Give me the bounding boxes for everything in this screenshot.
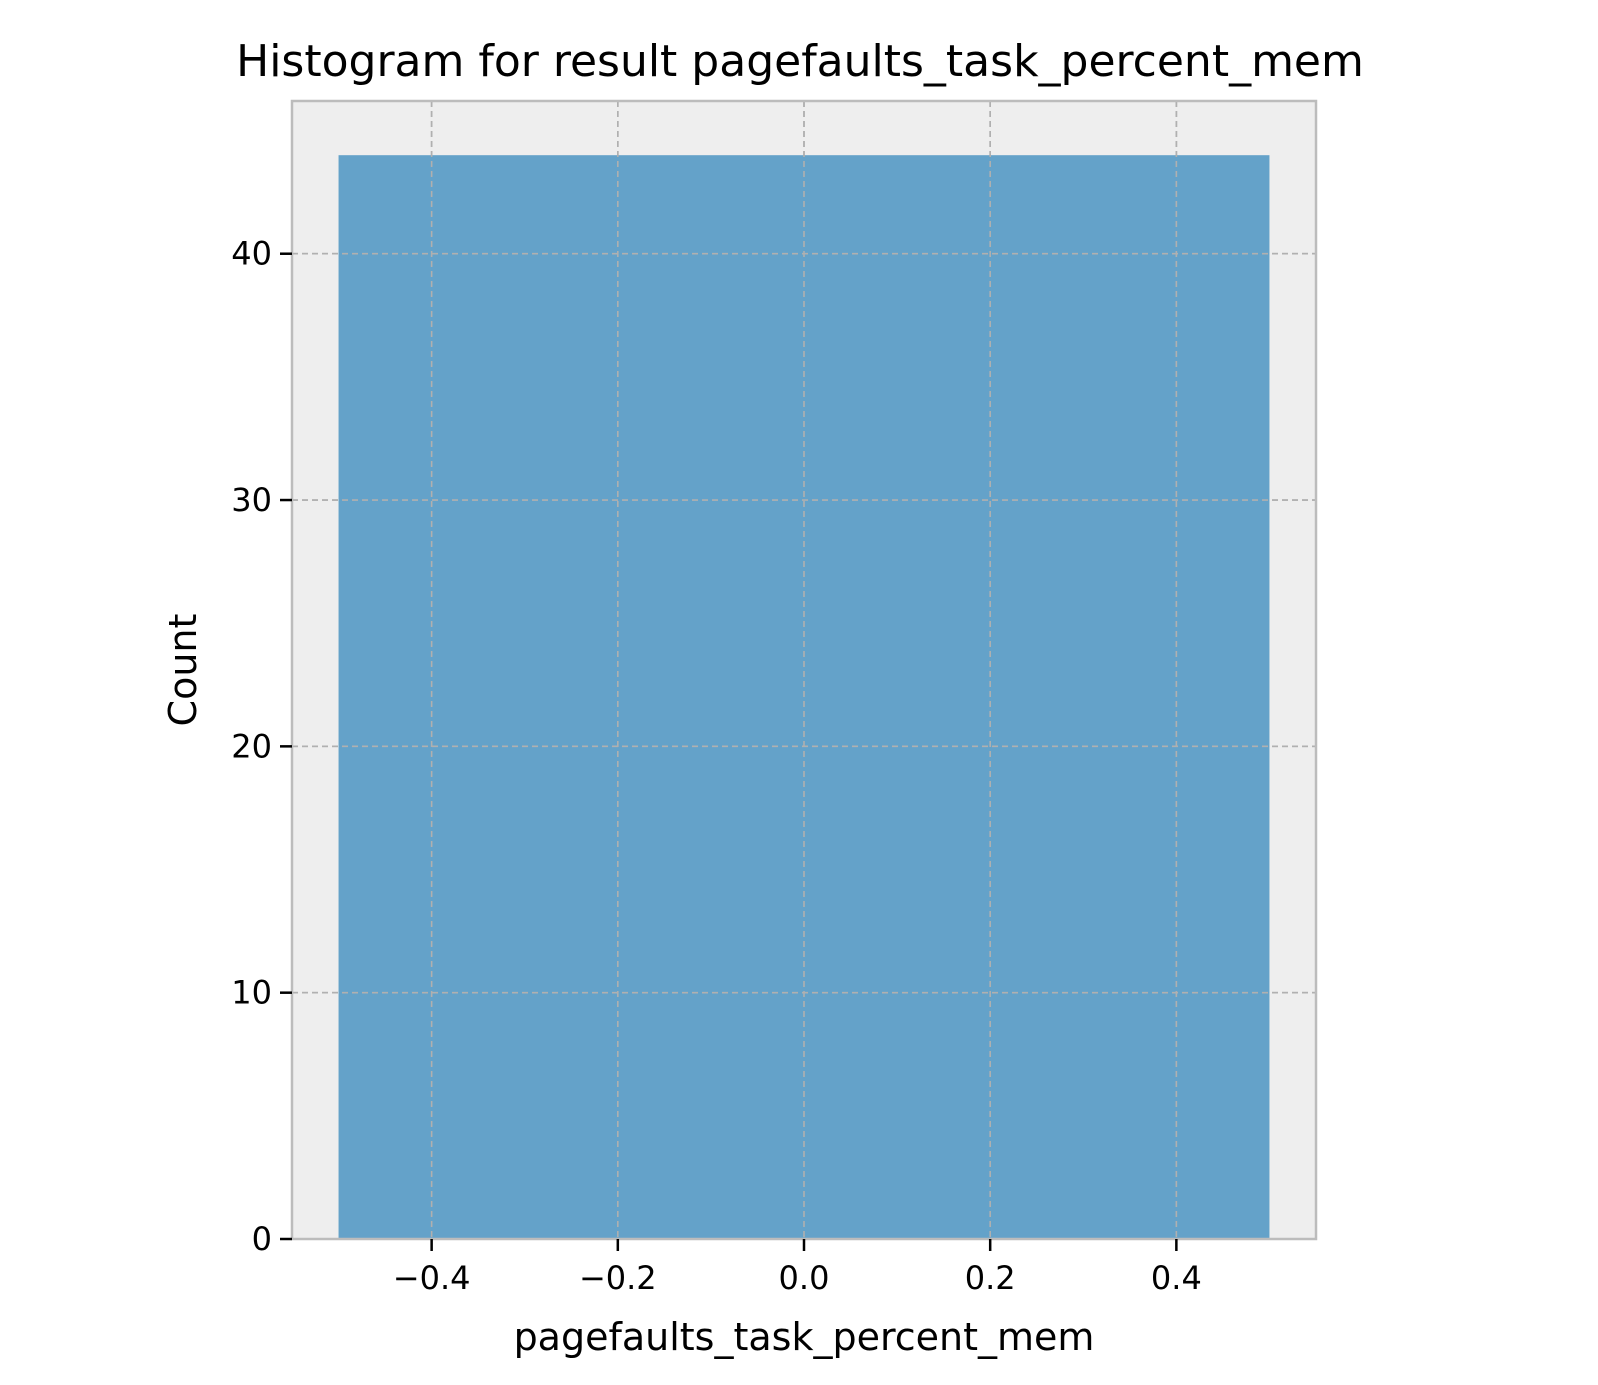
x-tick-label: −0.2 <box>579 1259 657 1297</box>
x-axis-ticks: −0.4 −0.2 0.0 0.2 0.4 <box>393 1239 1202 1297</box>
chart-title: Histogram for result pagefaults_task_per… <box>236 36 1364 87</box>
y-axis-ticks: 0 10 20 30 40 <box>231 235 292 1258</box>
x-tick-label: −0.4 <box>393 1259 471 1297</box>
x-axis-label: pagefaults_task_percent_mem <box>514 1315 1095 1359</box>
y-axis-label: Count <box>161 614 205 727</box>
x-tick-label: 0.4 <box>1151 1259 1202 1297</box>
y-tick-label: 20 <box>231 727 272 765</box>
y-tick-label: 10 <box>231 974 272 1012</box>
y-tick-label: 30 <box>231 481 272 519</box>
x-tick-label: 0.2 <box>965 1259 1016 1297</box>
x-tick-label: 0.0 <box>779 1259 830 1297</box>
y-tick-label: 0 <box>252 1220 272 1258</box>
y-tick-label: 40 <box>231 235 272 273</box>
